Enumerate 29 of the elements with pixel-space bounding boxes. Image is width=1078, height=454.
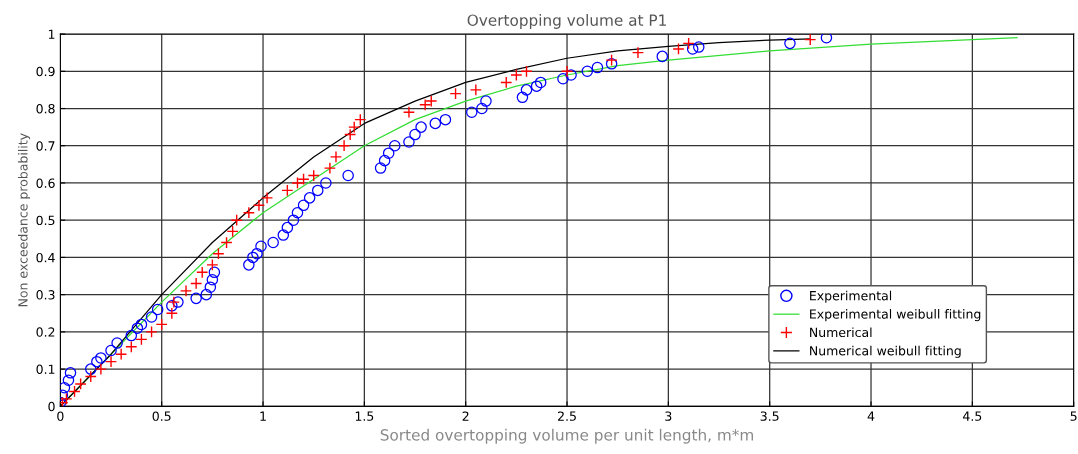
legend-label: Numerical weibull fitting [810, 345, 961, 358]
y-tick-label: 1 [48, 29, 55, 39]
x-tick-label: 0.5 [152, 411, 171, 421]
chart-title: Overtopping volume at P1 [467, 14, 666, 29]
legend-label: Experimental weibull fitting [810, 309, 981, 322]
x-tick-label: 5 [1070, 411, 1077, 421]
x-tick-label: 3.5 [760, 411, 779, 421]
y-tick-label: 0.8 [36, 103, 55, 114]
x-tick-label: 4 [867, 411, 875, 421]
legend-label: Numerical [810, 327, 872, 338]
x-tick-label: 3 [665, 411, 672, 421]
x-axis-title: Sorted overtopping volume per unit length, m*m [380, 428, 753, 444]
y-tick-label: 0.2 [36, 327, 55, 337]
x-tick-label: 1.5 [355, 411, 374, 421]
y-tick-label: 0.4 [36, 252, 55, 263]
y-tick-label: 0.5 [36, 215, 55, 226]
y-axis-title: Non exceedance probability [17, 133, 31, 307]
x-tick-label: 0 [57, 411, 64, 421]
x-tick-label: 2 [462, 411, 469, 421]
y-tick-label: 0 [48, 401, 55, 412]
legend-label: Experimental [810, 290, 892, 303]
y-tick-label: 0.3 [36, 290, 55, 300]
x-tick-label: 2.5 [558, 411, 576, 421]
y-tick-label: 0.7 [36, 141, 55, 151]
x-tick-label: 4.5 [963, 411, 982, 421]
y-tick-label: 0.9 [36, 66, 55, 77]
y-tick-label: 0.1 [36, 364, 55, 375]
y-tick-label: 0.6 [36, 178, 55, 188]
x-tick-label: 1 [260, 411, 266, 421]
